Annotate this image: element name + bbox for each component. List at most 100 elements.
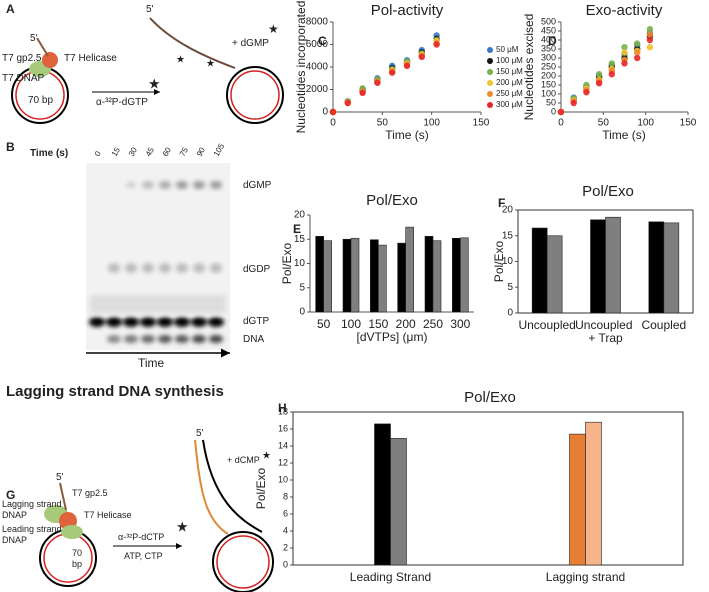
y-tick-label: 300 — [541, 52, 556, 62]
y-tick-label: 14 — [278, 440, 288, 450]
point — [433, 41, 440, 48]
legend-marker — [487, 91, 493, 97]
x-tick-label: 50 — [598, 118, 610, 129]
x-tick-label: 50 — [317, 317, 331, 331]
bar — [432, 240, 442, 313]
label: ATP, CTP — [124, 551, 163, 561]
y-tick-label: 5 — [299, 282, 305, 293]
bar — [605, 216, 621, 314]
y-tick-label: 16 — [278, 423, 288, 433]
point — [646, 44, 654, 51]
point — [595, 71, 603, 78]
y-axis-label: Pol/Exo — [492, 240, 506, 282]
legend-label: 100 μM — [496, 56, 523, 65]
y-tick-label: 10 — [294, 258, 306, 269]
y-tick-label: 0 — [322, 107, 328, 118]
x-axis-label: [dVTPs] (μm) — [357, 330, 428, 344]
lane-label: 90 — [195, 145, 208, 158]
legend-marker — [487, 47, 493, 53]
label: Time — [138, 356, 165, 370]
panel-letter: G — [6, 488, 16, 502]
bar — [405, 226, 414, 313]
panel-letter: H — [278, 401, 287, 415]
label: T7 gp2.5 — [72, 488, 108, 498]
lane-label: 30 — [127, 145, 140, 158]
panel-letter: F — [498, 196, 505, 210]
x-tick-label: 100 — [423, 118, 440, 129]
lane-label: 0 — [93, 149, 103, 158]
x-tick-label: Lagging strand — [546, 570, 625, 584]
y-tick-label: 100 — [541, 88, 556, 98]
bar — [315, 236, 324, 313]
point — [621, 44, 628, 51]
point — [329, 108, 337, 116]
svg-text:★: ★ — [206, 59, 215, 70]
label: Leading strand DNAP — [2, 524, 62, 545]
bar — [374, 423, 391, 566]
y-tick-label: 0 — [507, 308, 513, 319]
label: T7 DNAP — [2, 73, 45, 84]
point — [359, 89, 366, 97]
y-tick-label: 12 — [278, 457, 288, 467]
label-line: Uncoupled — [575, 318, 636, 332]
x-tick-label: 200 — [396, 317, 416, 331]
label: T7 Helicase — [64, 53, 117, 64]
y-tick-label: 500 — [541, 16, 556, 26]
x-tick-label: 0 — [558, 118, 564, 129]
bar — [546, 235, 563, 314]
y-tick-label: 0 — [299, 307, 305, 318]
legend-label: 300 μM — [496, 100, 523, 109]
bar — [323, 240, 332, 313]
point — [583, 89, 590, 96]
bar — [585, 421, 602, 566]
label: Time (s) — [30, 148, 69, 159]
svg-text:★: ★ — [268, 22, 279, 36]
x-tick-label: Leading Strand — [350, 570, 431, 584]
legend-label: 200 μM — [496, 78, 523, 87]
legend-marker — [487, 58, 493, 64]
point — [621, 60, 628, 67]
y-tick-label: 10 — [502, 256, 514, 267]
x-tick-label: 0 — [330, 118, 336, 129]
label: 5' — [196, 428, 204, 439]
point — [634, 54, 641, 62]
diagram-a: ★ ★ ★ ★ — [11, 17, 284, 124]
y-tick-label: 6000 — [306, 39, 329, 50]
bar — [648, 221, 665, 314]
x-tick-label: 150 — [368, 317, 388, 331]
y-tick-label: 18 — [278, 406, 288, 416]
label: Lagging strand DNAP — [2, 499, 62, 520]
point — [646, 26, 654, 33]
panel-letter: E — [293, 222, 301, 236]
lane-label: 45 — [144, 145, 157, 158]
point — [595, 80, 603, 87]
x-axis-label: Time (s) — [385, 128, 429, 142]
x-tick-label: 50 — [377, 118, 389, 129]
panel-letter: B — [6, 140, 15, 154]
point — [634, 49, 641, 56]
chart-title: Exo-activity — [586, 2, 663, 19]
y-tick-label: 450 — [541, 25, 556, 35]
lane-label: 105 — [212, 142, 227, 159]
point — [570, 99, 577, 107]
point — [646, 36, 654, 44]
lane-label: 75 — [178, 145, 191, 158]
y-tick-label: 6 — [283, 508, 288, 518]
bar — [424, 236, 434, 313]
label: + dGMP — [232, 38, 269, 49]
panel-letter: D — [548, 34, 557, 48]
y-axis-label: Pol/Exo — [254, 467, 268, 509]
bar — [590, 219, 606, 314]
point — [608, 60, 615, 67]
gel — [86, 163, 230, 358]
y-axis-label: Pol/Exo — [280, 242, 294, 284]
y-axis-label: Nucleotides excised — [522, 14, 536, 121]
chart-title: Pol/Exo — [366, 192, 418, 209]
point — [344, 99, 351, 107]
band-label: dGMP — [243, 180, 272, 191]
x-tick-label: 250 — [423, 317, 443, 331]
chart-title: Pol/Exo — [464, 389, 516, 406]
panel-letter: C — [318, 34, 327, 48]
